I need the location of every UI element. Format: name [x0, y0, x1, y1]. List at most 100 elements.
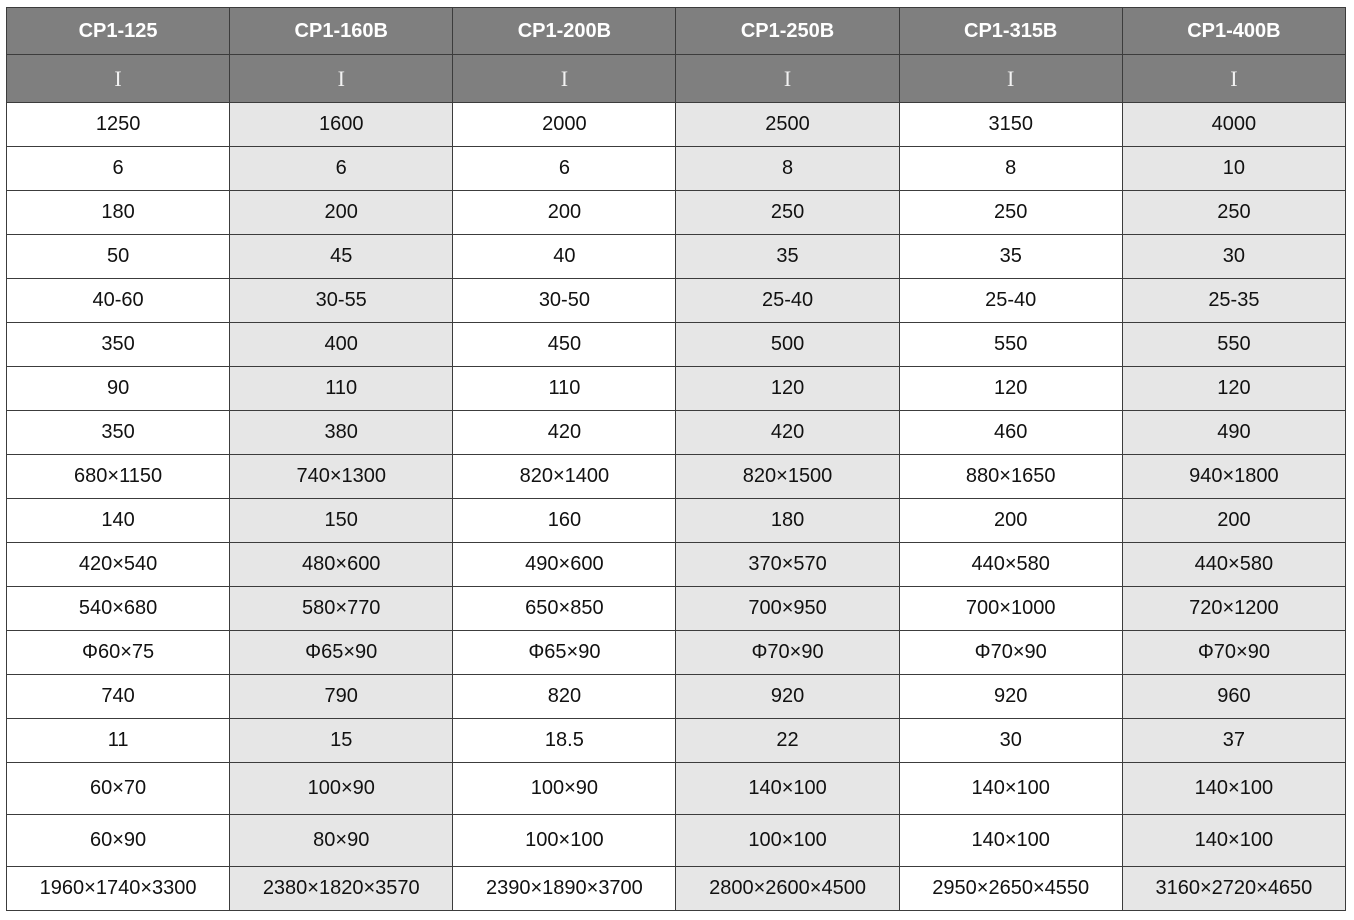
table-cell: 90: [5, 366, 231, 411]
table-cell: 370×570: [675, 542, 900, 587]
column-subheader: I: [452, 54, 677, 103]
table-cell: Φ70×90: [1121, 630, 1347, 675]
table-cell: Φ65×90: [229, 630, 454, 675]
table-cell: Φ65×90: [452, 630, 677, 675]
table-cell: 920: [675, 674, 900, 719]
table-cell: 700×950: [675, 586, 900, 631]
table-cell: 25-40: [675, 278, 900, 323]
table-cell: 35: [898, 234, 1123, 279]
table-cell: 6: [229, 146, 454, 191]
table-cell: 120: [898, 366, 1123, 411]
table-cell: 2000: [452, 102, 677, 147]
table-cell: 680×1150: [5, 454, 231, 499]
table-cell: 920: [898, 674, 1123, 719]
table-cell: 820×1400: [452, 454, 677, 499]
table-cell: 350: [5, 322, 231, 367]
table-cell: 1250: [5, 102, 231, 147]
table-row: 180 200 200 250 250 250: [5, 190, 1347, 235]
table-cell: 1960×1740×3300: [5, 866, 231, 911]
table-row: 1250 1600 2000 2500 3150 4000: [5, 102, 1347, 147]
table-cell: 15: [229, 718, 454, 763]
table-row: Φ60×75 Φ65×90 Φ65×90 Φ70×90 Φ70×90 Φ70×90: [5, 630, 1347, 675]
table-cell: 60×70: [5, 762, 231, 815]
column-header: CP1-125: [5, 7, 231, 55]
table-cell: 22: [675, 718, 900, 763]
table-cell: Φ60×75: [5, 630, 231, 675]
table-cell: 2500: [675, 102, 900, 147]
table-cell: 820×1500: [675, 454, 900, 499]
column-subheader: I: [1121, 54, 1347, 103]
table-cell: 490: [1121, 410, 1347, 455]
table-cell: 1600: [229, 102, 454, 147]
table-cell: 250: [1121, 190, 1347, 235]
table-row: 740 790 820 920 920 960: [5, 674, 1347, 719]
table-cell: 180: [675, 498, 900, 543]
table-cell: 480×600: [229, 542, 454, 587]
column-header: CP1-250B: [675, 7, 900, 55]
table-cell: 40-60: [5, 278, 231, 323]
table-cell: 2800×2600×4500: [675, 866, 900, 911]
table-cell: 2390×1890×3700: [452, 866, 677, 911]
table-cell: 740: [5, 674, 231, 719]
table-cell: 3160×2720×4650: [1121, 866, 1347, 911]
table-row: 1960×1740×3300 2380×1820×3570 2390×1890×37…: [5, 866, 1347, 911]
table-cell: 490×600: [452, 542, 677, 587]
table-cell: 45: [229, 234, 454, 279]
table-cell: 420×540: [5, 542, 231, 587]
table-cell: 740×1300: [229, 454, 454, 499]
column-subheader: I: [229, 54, 454, 103]
table-row: 420×540 480×600 490×600 370×570 440×580 440×5…: [5, 542, 1347, 587]
table-cell: 80×90: [229, 814, 454, 867]
table-cell: 2950×2650×4550: [898, 866, 1123, 911]
column-subheader: I: [5, 54, 231, 103]
subheader-row: I I I I I I: [5, 54, 1347, 103]
table-cell: 140×100: [1121, 814, 1347, 867]
column-header: CP1-160B: [229, 7, 454, 55]
table-cell: 650×850: [452, 586, 677, 631]
table-cell: 940×1800: [1121, 454, 1347, 499]
table-cell: 8: [898, 146, 1123, 191]
table-cell: 550: [1121, 322, 1347, 367]
table-cell: 8: [675, 146, 900, 191]
table-cell: 30-55: [229, 278, 454, 323]
table-cell: 30-50: [452, 278, 677, 323]
table-cell: 550: [898, 322, 1123, 367]
table-cell: 140×100: [898, 814, 1123, 867]
table-cell: 790: [229, 674, 454, 719]
column-header: CP1-200B: [452, 7, 677, 55]
header-row: CP1-125 CP1-160B CP1-200B CP1-250B CP1-3…: [5, 7, 1347, 55]
table-cell: 140×100: [898, 762, 1123, 815]
table-cell: 820: [452, 674, 677, 719]
table-cell: 140×100: [675, 762, 900, 815]
table-cell: 160: [452, 498, 677, 543]
table-cell: 250: [898, 190, 1123, 235]
column-header: CP1-315B: [898, 7, 1123, 55]
table-row: 540×680 580×770 650×850 700×950 700×1000 720×…: [5, 586, 1347, 631]
table-cell: 110: [452, 366, 677, 411]
table-cell: 50: [5, 234, 231, 279]
table-cell: 2380×1820×3570: [229, 866, 454, 911]
table-cell: 460: [898, 410, 1123, 455]
table-cell: Φ70×90: [898, 630, 1123, 675]
table-row: 6 6 6 8 8 10: [5, 146, 1347, 191]
table-cell: 120: [1121, 366, 1347, 411]
table-cell: 18.5: [452, 718, 677, 763]
table-cell: 140×100: [1121, 762, 1347, 815]
table-cell: 400: [229, 322, 454, 367]
table-cell: 6: [452, 146, 677, 191]
table-cell: 120: [675, 366, 900, 411]
table-row: 60×90 80×90 100×100 100×100 140×100 140×100: [5, 814, 1347, 867]
table-row: 40-60 30-55 30-50 25-40 25-40 25-35: [5, 278, 1347, 323]
table-cell: 380: [229, 410, 454, 455]
table-cell: 200: [1121, 498, 1347, 543]
table-cell: 180: [5, 190, 231, 235]
table-cell: 200: [898, 498, 1123, 543]
table-cell: 200: [229, 190, 454, 235]
table-cell: 25-40: [898, 278, 1123, 323]
table-cell: 35: [675, 234, 900, 279]
table-cell: 11: [5, 718, 231, 763]
table-row: 140 150 160 180 200 200: [5, 498, 1347, 543]
table-cell: 110: [229, 366, 454, 411]
table-cell: 440×580: [898, 542, 1123, 587]
table-row: 350 380 420 420 460 490: [5, 410, 1347, 455]
